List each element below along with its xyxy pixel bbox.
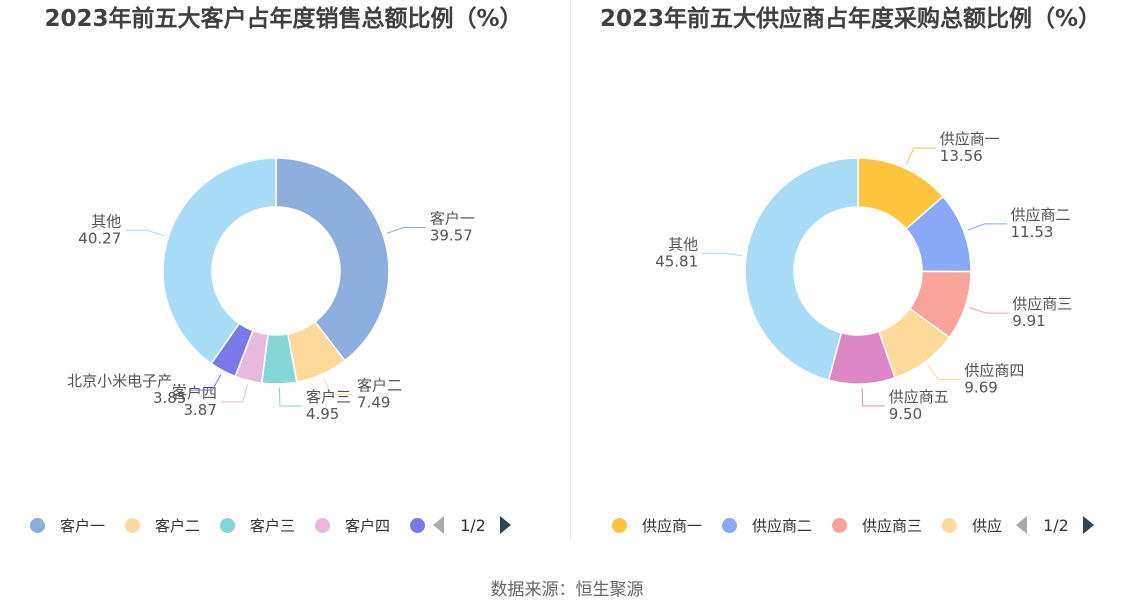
slice-leader-line: [278, 387, 302, 407]
slice-leader-line: [927, 364, 961, 380]
slice-leader-line: [125, 229, 165, 237]
legend-next-icon[interactable]: [1082, 516, 1094, 534]
slice-value-label: 7.49: [357, 393, 390, 411]
legend-item-customer-3[interactable]: 客户三: [220, 515, 295, 536]
slice-leader-line: [905, 147, 936, 165]
slice-label: 客户一: [430, 210, 475, 228]
legend-item-supplier-3[interactable]: 供应商三: [832, 515, 922, 536]
slice-value-label: 9.91: [1012, 312, 1045, 330]
legend-label: 供应商二: [752, 516, 813, 535]
supplier-legend: 供应商一 供应商二 供应商三 供应 1/2: [612, 513, 1094, 537]
legend-dot: [220, 517, 236, 533]
slice-value-label: 45.81: [655, 252, 698, 270]
legend-item-customer-1[interactable]: 客户一: [30, 515, 105, 536]
legend-prev-icon[interactable]: [1016, 516, 1028, 534]
legend-prev-icon[interactable]: [433, 516, 445, 534]
legend-next-icon[interactable]: [499, 516, 511, 534]
slice-value-label: 3.87: [183, 401, 216, 419]
slice-label: 北京小米电子产...: [67, 372, 186, 390]
slice-label: 客户四: [172, 384, 217, 402]
slice-leader-line: [969, 306, 1009, 314]
slice-label: 供应商二: [1011, 206, 1071, 224]
slice-leader-line: [386, 227, 426, 234]
legend-dot: [410, 517, 426, 533]
legend-item-customer-4[interactable]: 客户四: [315, 515, 390, 536]
legend-item-customer-5[interactable]: [410, 515, 426, 536]
legend-label: 客户二: [155, 516, 201, 535]
customer-chart-panel: 2023年前五大客户占年度销售总额比例（%） 客户一 39.57 客户二 7.49 客户…: [0, 0, 567, 545]
slice-label: 供应商一: [940, 130, 1000, 148]
legend-page-indicator: 1/2: [1043, 515, 1069, 535]
supplier-legend-items: 供应商一 供应商二 供应商三 供应: [612, 515, 1016, 536]
pie-slice[interactable]: [162, 157, 277, 365]
supplier-chart-title: 2023年前五大供应商占年度采购总额比例（%）: [599, 6, 1102, 32]
slice-label: 供应商五: [889, 388, 949, 406]
slice-label: 客户二: [357, 376, 402, 394]
legend-dot: [832, 517, 848, 533]
slice-leader-line: [190, 373, 222, 391]
legend-dot: [942, 517, 958, 533]
legend-page-indicator: 1/2: [460, 515, 486, 535]
slice-leader-line: [702, 252, 743, 257]
legend-label: 供应商一: [642, 516, 703, 535]
legend-dot: [722, 517, 738, 533]
slice-label: 供应商四: [964, 361, 1024, 379]
customer-legend-pager: 1/2: [433, 516, 511, 535]
panel-divider: [570, 0, 571, 540]
slice-leader-line: [220, 384, 248, 403]
slice-leader-line: [967, 223, 1007, 231]
legend-dot: [125, 517, 141, 533]
legend-dot: [612, 517, 627, 533]
legend-item-supplier-4[interactable]: 供应: [942, 515, 1002, 536]
customer-legend-items: 客户一 客户二 客户三 客户四: [30, 515, 433, 536]
legend-label: 供应商三: [862, 516, 923, 535]
slice-value-label: 9.69: [964, 378, 997, 396]
slice-label: 其他: [668, 235, 698, 253]
slice-value-label: 11.53: [1011, 223, 1054, 241]
legend-label: 供应: [972, 516, 1003, 535]
slice-value-label: 9.50: [889, 405, 922, 423]
legend-item-customer-2[interactable]: 客户二: [125, 515, 200, 536]
legend-dot: [315, 517, 331, 533]
legend-label: 客户一: [60, 516, 106, 535]
legend-item-supplier-2[interactable]: 供应商二: [722, 515, 812, 536]
legend-dot: [30, 517, 45, 533]
slice-value-label: 4.95: [306, 405, 339, 423]
pie-slice[interactable]: [275, 157, 390, 362]
data-source-note: 数据来源：恒生聚源: [490, 580, 644, 600]
slice-label: 其他: [91, 212, 121, 230]
customer-legend: 客户一 客户二 客户三 客户四 1/2: [30, 513, 511, 537]
customer-chart-title: 2023年前五大客户占年度销售总额比例（%）: [44, 6, 523, 32]
pie-slice[interactable]: [744, 157, 859, 382]
slice-label: 供应商三: [1012, 295, 1072, 313]
legend-item-supplier-1[interactable]: 供应商一: [612, 515, 702, 536]
legend-label: 客户四: [345, 516, 391, 535]
legend-label: 客户三: [250, 516, 296, 535]
supplier-legend-pager: 1/2: [1016, 516, 1094, 535]
slice-value-label: 40.27: [78, 229, 121, 247]
slice-value-label: 3.85: [153, 389, 186, 407]
slice-value-label: 39.57: [430, 227, 473, 245]
supplier-chart-panel: 2023年前五大供应商占年度采购总额比例（%） 供应商一 13.56 供应商二 11.…: [567, 0, 1134, 545]
slice-value-label: 13.56: [940, 147, 983, 165]
slice-leader-line: [861, 387, 885, 407]
slice-leader-line: [323, 377, 354, 395]
slice-label: 客户三: [306, 388, 351, 406]
